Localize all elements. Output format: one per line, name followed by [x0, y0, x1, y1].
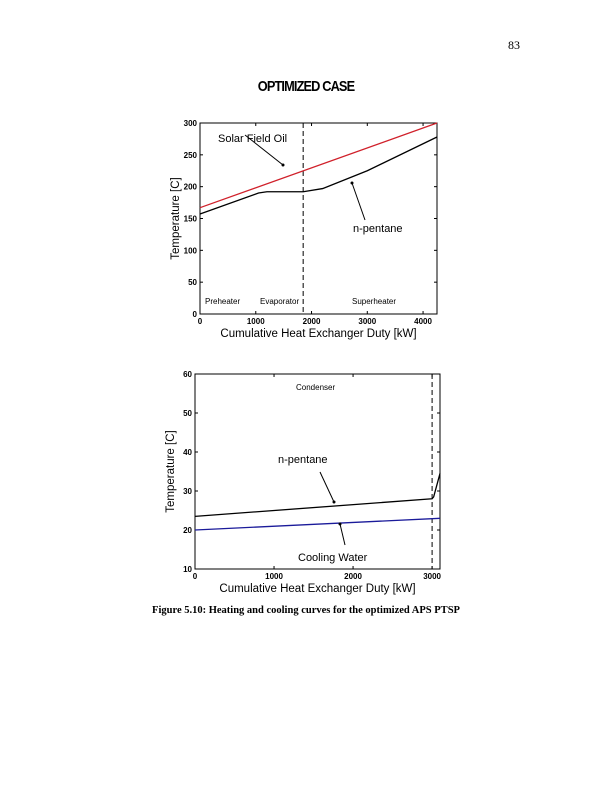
annotation-arrow: [244, 134, 284, 166]
plot-frame-1: [194, 373, 441, 570]
y-tick-label: 0: [193, 310, 198, 319]
region-label: Superheater: [352, 297, 396, 306]
series-line-cooling-water: [194, 517, 441, 531]
y-tick-label: 200: [184, 183, 198, 192]
x-axis-label: Cumulative Heat Exchanger Duty [kW]: [220, 328, 416, 340]
y-tick-label: 50: [183, 409, 192, 418]
x-tick-label: 1000: [265, 572, 283, 581]
figure-caption: Figure 5.10: Heating and cooling curves …: [152, 605, 460, 616]
annotation-label: n-pentane: [353, 223, 403, 235]
y-tick-label: 20: [183, 526, 192, 535]
region-label: Evaporator: [260, 297, 299, 306]
y-tick-label: 40: [183, 448, 192, 457]
arrow-head-icon: [350, 181, 354, 185]
y-tick-label: 10: [183, 565, 192, 574]
arrow-head-icon: [338, 522, 342, 526]
x-tick-label: 4000: [414, 317, 432, 326]
annotation-arrow: [351, 182, 366, 221]
y-tick-label: 60: [183, 370, 192, 379]
y-tick-label: 150: [184, 215, 198, 224]
x-tick-label: 1000: [247, 317, 265, 326]
region-label: Preheater: [205, 297, 240, 306]
page-number: 83: [508, 38, 520, 52]
arrow-head-icon: [281, 163, 285, 167]
section-heading: OPTIMIZED CASE: [257, 78, 355, 95]
region-label: Condenser: [296, 383, 335, 392]
annotation-label: Cooling Water: [298, 552, 368, 564]
x-tick-label: 2000: [344, 572, 362, 581]
annotation-arrow: [319, 471, 335, 503]
y-tick-label: 30: [183, 487, 192, 496]
y-tick-label: 50: [188, 278, 197, 287]
x-tick-label: 3000: [423, 572, 441, 581]
x-tick-label: 3000: [358, 317, 376, 326]
annotation-arrow: [339, 523, 346, 546]
y-tick-label: 250: [184, 151, 198, 160]
plot-frame-0: [199, 122, 438, 315]
y-axis-label: Temperature [C]: [165, 430, 177, 512]
annotation-label: n-pentane: [278, 454, 328, 466]
series-line-n-pentane: [194, 473, 441, 517]
annotation-label: Solar Field Oil: [218, 133, 287, 145]
y-tick-label: 300: [184, 119, 198, 128]
arrow-head-icon: [332, 500, 336, 504]
x-axis-label: Cumulative Heat Exchanger Duty [kW]: [219, 583, 415, 595]
series-line-n-pentane: [199, 136, 438, 215]
series-line-solar-field-oil: [199, 122, 438, 209]
y-tick-label: 100: [184, 246, 198, 255]
x-tick-label: 0: [198, 317, 203, 326]
x-tick-label: 2000: [303, 317, 321, 326]
x-tick-label: 0: [193, 572, 198, 581]
y-axis-label: Temperature [C]: [170, 177, 182, 259]
